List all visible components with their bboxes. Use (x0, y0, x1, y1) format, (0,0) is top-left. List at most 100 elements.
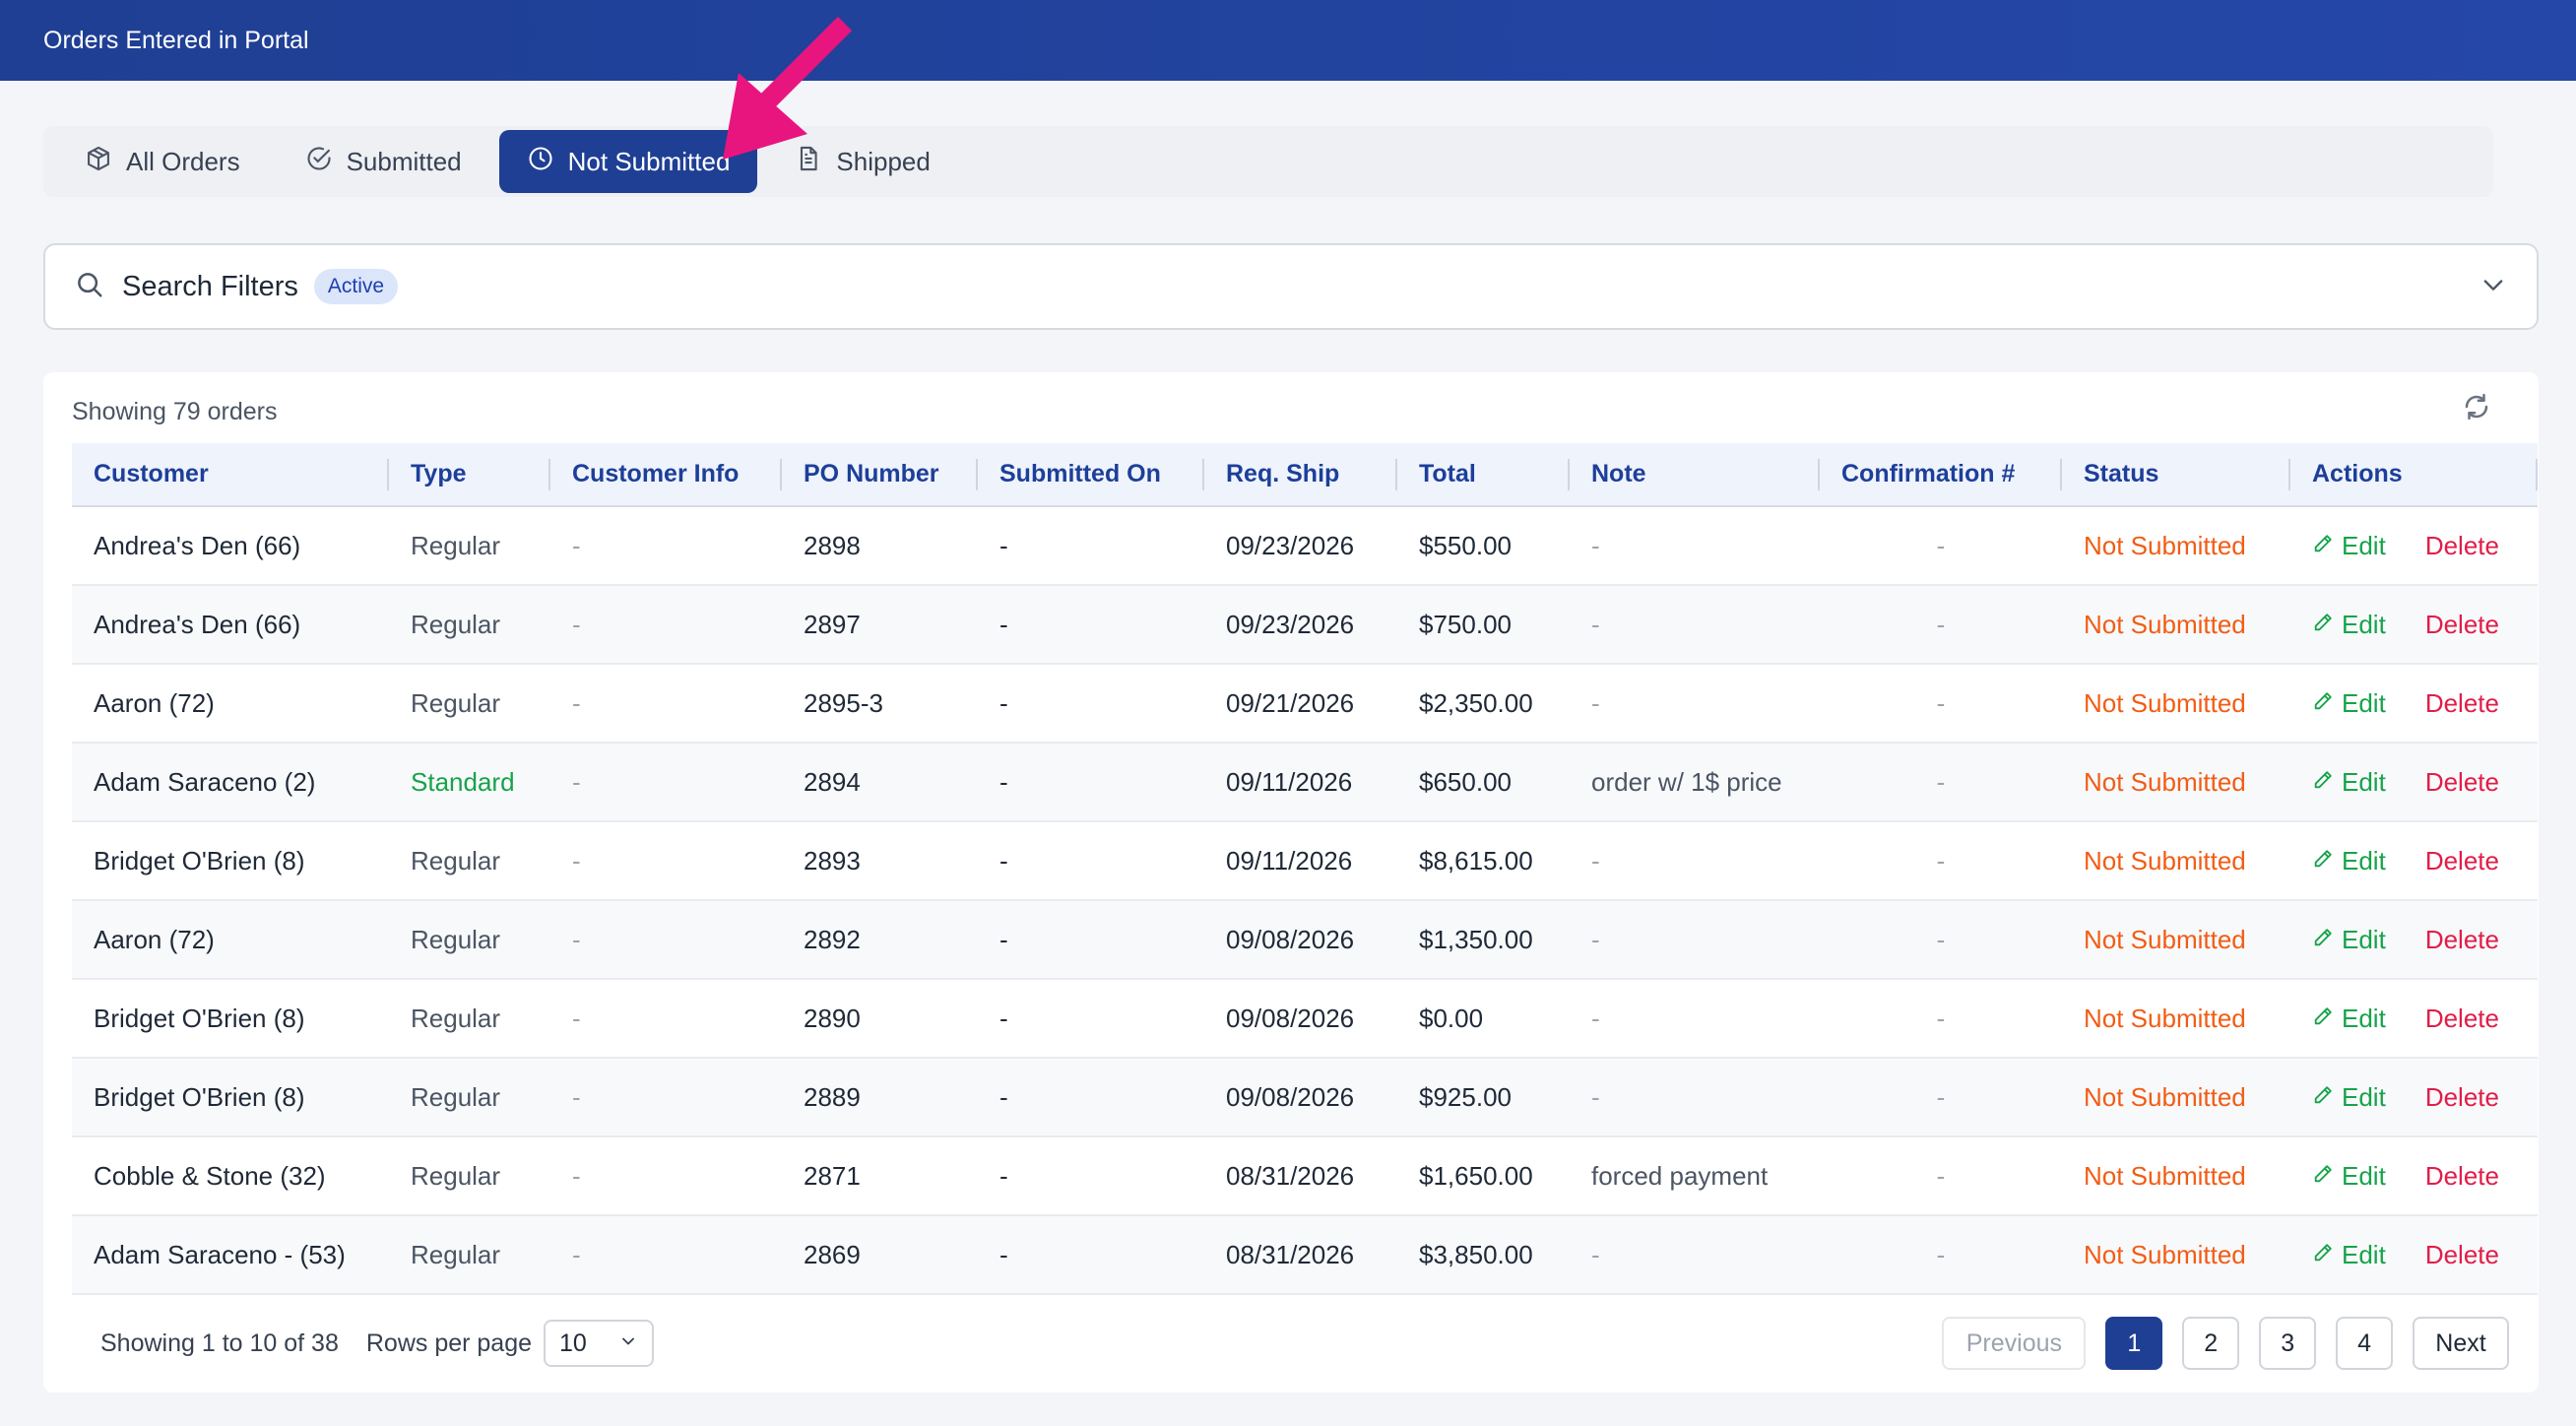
tab-submitted[interactable]: Submitted (278, 130, 489, 193)
col-total[interactable]: Total (1397, 443, 1570, 506)
chevron-down-icon[interactable] (2479, 271, 2507, 303)
delete-button[interactable]: Delete (2424, 1003, 2499, 1033)
cell-customer-info: - (572, 1081, 581, 1112)
page-button-3[interactable]: 3 (2259, 1317, 2317, 1370)
pencil-icon (2312, 767, 2334, 798)
cell-req-ship: 09/23/2026 (1226, 609, 1355, 639)
cell-customer: Bridget O'Brien (8) (94, 1081, 305, 1112)
tab-label: All Orders (126, 146, 240, 176)
delete-button[interactable]: Delete (2424, 1239, 2499, 1269)
cell-submitted-on: - (999, 845, 1008, 875)
cell-submitted-on: - (999, 1081, 1008, 1112)
delete-button[interactable]: Delete (2424, 609, 2499, 639)
tab-all-orders[interactable]: All Orders (57, 130, 268, 193)
edit-button[interactable]: Edit (2312, 610, 2386, 640)
cell-note: - (1591, 1081, 1600, 1112)
check-circle-icon (305, 145, 333, 179)
table-row[interactable]: Aaron (72) Regular - 2892 - 09/08/2026 $1,350.… (72, 900, 2538, 979)
col-submitted-on[interactable]: Submitted On (978, 443, 1204, 506)
cell-customer: Andrea's Den (66) (94, 609, 301, 639)
tab-shipped[interactable]: Shipped (767, 130, 957, 193)
cell-po-number: 2895-3 (804, 687, 883, 718)
pencil-icon (2312, 1161, 2334, 1192)
cell-confirmation: - (1936, 845, 1946, 875)
cell-actions: Edit Delete (2290, 585, 2538, 664)
refresh-icon[interactable] (2454, 384, 2499, 429)
table-row[interactable]: Bridget O'Brien (8) Regular - 2890 - 09/08/20… (72, 979, 2538, 1058)
edit-button[interactable]: Edit (2312, 846, 2386, 876)
cell-customer-info: - (572, 1239, 581, 1269)
cell-actions: Edit Delete (2290, 1136, 2538, 1215)
cell-customer-info: - (572, 687, 581, 718)
col-type[interactable]: Type (389, 443, 550, 506)
cell-confirmation: - (1936, 687, 1946, 718)
tab-not-submitted[interactable]: Not Submitted (498, 130, 758, 193)
cell-customer-info: - (572, 1160, 581, 1191)
delete-button[interactable]: Delete (2424, 766, 2499, 797)
table-row[interactable]: Bridget O'Brien (8) Regular - 2893 - 09/11/20… (72, 821, 2538, 900)
cell-req-ship: 08/31/2026 (1226, 1160, 1355, 1191)
table-row[interactable]: Adam Saraceno - (53) Regular - 2869 - 08/31/2… (72, 1215, 2538, 1294)
table-row[interactable]: Andrea's Den (66) Regular - 2898 - 09/23/2026… (72, 506, 2538, 585)
delete-button[interactable]: Delete (2424, 687, 2499, 718)
cell-actions: Edit Delete (2290, 900, 2538, 979)
edit-button[interactable]: Edit (2312, 1004, 2386, 1034)
table-row[interactable]: Cobble & Stone (32) Regular - 2871 - 08/31/20… (72, 1136, 2538, 1215)
col-customer[interactable]: Customer (72, 443, 389, 506)
cell-type: Regular (411, 1081, 501, 1112)
edit-label: Edit (2342, 1081, 2386, 1112)
cell-note: forced payment (1591, 1160, 1769, 1191)
edit-button[interactable]: Edit (2312, 688, 2386, 719)
previous-page-button[interactable]: Previous (1942, 1317, 2087, 1370)
table-row[interactable]: Andrea's Den (66) Regular - 2897 - 09/23/2026… (72, 585, 2538, 664)
cell-po-number: 2889 (804, 1081, 861, 1112)
cell-total: $0.00 (1419, 1003, 1484, 1033)
page-button-4[interactable]: 4 (2336, 1317, 2393, 1370)
delete-button[interactable]: Delete (2424, 530, 2499, 560)
cell-submitted-on: - (999, 1003, 1008, 1033)
edit-label: Edit (2342, 687, 2386, 718)
cell-confirmation: - (1936, 530, 1946, 560)
cell-total: $650.00 (1419, 766, 1512, 797)
cell-type: Regular (411, 1239, 501, 1269)
cell-note: - (1591, 1003, 1600, 1033)
pencil-icon (2312, 688, 2334, 719)
edit-button[interactable]: Edit (2312, 1240, 2386, 1270)
status-badge: Not Submitted (2084, 609, 2246, 639)
col-confirmation[interactable]: Confirmation # (1820, 443, 2062, 506)
col-po-number[interactable]: PO Number (782, 443, 978, 506)
delete-button[interactable]: Delete (2424, 924, 2499, 954)
search-icon (75, 270, 104, 304)
table-row[interactable]: Adam Saraceno (2) Standard - 2894 - 09/11/202… (72, 743, 2538, 821)
page-button-1[interactable]: 1 (2105, 1317, 2163, 1370)
cell-note: - (1591, 530, 1600, 560)
edit-button[interactable]: Edit (2312, 1082, 2386, 1113)
rows-per-page-select[interactable]: 10 (544, 1320, 655, 1367)
cell-total: $550.00 (1419, 530, 1512, 560)
cell-req-ship: 09/08/2026 (1226, 1003, 1355, 1033)
col-req-ship[interactable]: Req. Ship (1204, 443, 1397, 506)
col-status[interactable]: Status (2062, 443, 2290, 506)
page-button-2[interactable]: 2 (2182, 1317, 2240, 1370)
col-note[interactable]: Note (1570, 443, 1820, 506)
edit-button[interactable]: Edit (2312, 767, 2386, 798)
cell-customer: Adam Saraceno - (53) (94, 1239, 346, 1269)
edit-button[interactable]: Edit (2312, 925, 2386, 955)
edit-button[interactable]: Edit (2312, 1161, 2386, 1192)
edit-label: Edit (2342, 924, 2386, 954)
next-page-button[interactable]: Next (2413, 1317, 2509, 1370)
status-badge: Not Submitted (2084, 1160, 2246, 1191)
delete-button[interactable]: Delete (2424, 845, 2499, 875)
delete-button[interactable]: Delete (2424, 1081, 2499, 1112)
col-customer-info[interactable]: Customer Info (550, 443, 782, 506)
cell-type: Regular (411, 609, 501, 639)
cell-customer: Andrea's Den (66) (94, 530, 301, 560)
edit-button[interactable]: Edit (2312, 531, 2386, 561)
table-row[interactable]: Bridget O'Brien (8) Regular - 2889 - 09/08/20… (72, 1058, 2538, 1136)
orders-card: Showing 79 orders Customer Type Customer… (43, 372, 2539, 1393)
cell-submitted-on: - (999, 1239, 1008, 1269)
delete-button[interactable]: Delete (2424, 1160, 2499, 1191)
table-row[interactable]: Aaron (72) Regular - 2895-3 - 09/21/2026 $2,35… (72, 664, 2538, 743)
cell-customer: Adam Saraceno (2) (94, 766, 316, 797)
search-filters-toggle[interactable]: Search Filters Active (43, 243, 2539, 330)
